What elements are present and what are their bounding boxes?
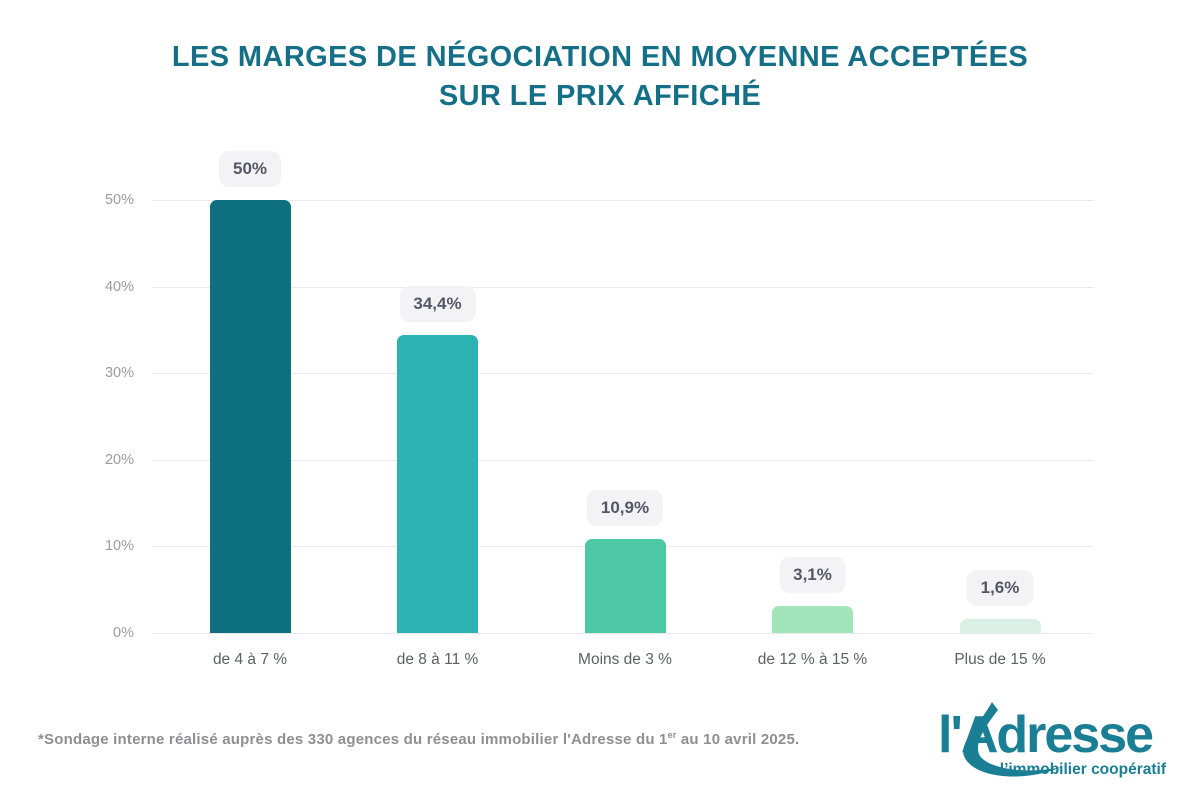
x-axis-category-label: de 4 à 7 %: [212, 651, 288, 668]
chart-title-line1: LES MARGES DE NÉGOCIATION EN MOYENNE ACC…: [171, 41, 1029, 73]
value-badge: 10,9%: [586, 490, 664, 526]
bar-Plus de 15 %: [959, 619, 1041, 633]
x-axis-category-label: de 8 à 11 %: [396, 651, 479, 668]
gridline: [152, 200, 1093, 201]
y-axis-tick-label: 30%: [104, 365, 134, 382]
logo-wordmark: l'Adresse: [938, 706, 1153, 764]
value-badge: 50%: [218, 151, 282, 187]
y-axis-tick-label: 20%: [104, 451, 134, 468]
source-note-date: au 10 avril 2025.: [676, 731, 800, 748]
x-axis-category-label: de 12 % à 15 %: [757, 651, 868, 668]
gridline: [152, 286, 1093, 288]
logo-tagline: l’immobilier coopératif: [1000, 761, 1167, 778]
source-note-superscript: er: [667, 730, 677, 740]
gridline: [152, 633, 1093, 634]
value-badge: 3,1%: [779, 557, 846, 593]
gridline: [152, 459, 1093, 461]
y-axis-tick-label: 40%: [104, 278, 134, 295]
x-axis-category-label: Moins de 3 %: [578, 651, 672, 668]
value-badge: 34,4%: [399, 286, 476, 322]
x-axis-category-label: Plus de 15 %: [954, 651, 1046, 668]
value-badge: 1,6%: [966, 570, 1034, 606]
y-axis-tick-label: 0%: [113, 625, 134, 641]
bar-chart-plot-area: 0% 10% 20% 30% 40% 50% 50% de 4 à 7 % 34,4% de 8 …: [105, 151, 1093, 668]
chart-title: LES MARGES DE NÉGOCIATION EN MOYENNE ACC…: [0, 38, 1200, 116]
adresse-logo: l'Adresse l’immobilier coopératif: [938, 702, 1167, 778]
bar-de 8 à 11 %: [397, 335, 478, 633]
chart-title-line2: SUR LE PRIX AFFICHÉ: [438, 80, 762, 112]
y-axis-tick-label: 10%: [104, 538, 134, 555]
bar-de 12 % à 15 %: [772, 606, 853, 633]
source-note: *Sondage interne réalisé auprès des 330 …: [38, 730, 799, 748]
y-axis-tick-label: 50%: [104, 192, 134, 208]
source-note-text: *Sondage interne réalisé auprès des 330 …: [38, 731, 668, 748]
bar-Moins de 3 %: [584, 539, 666, 633]
bar-de 4 à 7 %: [209, 200, 291, 633]
gridline: [152, 373, 1093, 375]
logo-swoosh-icon: [963, 702, 1062, 777]
